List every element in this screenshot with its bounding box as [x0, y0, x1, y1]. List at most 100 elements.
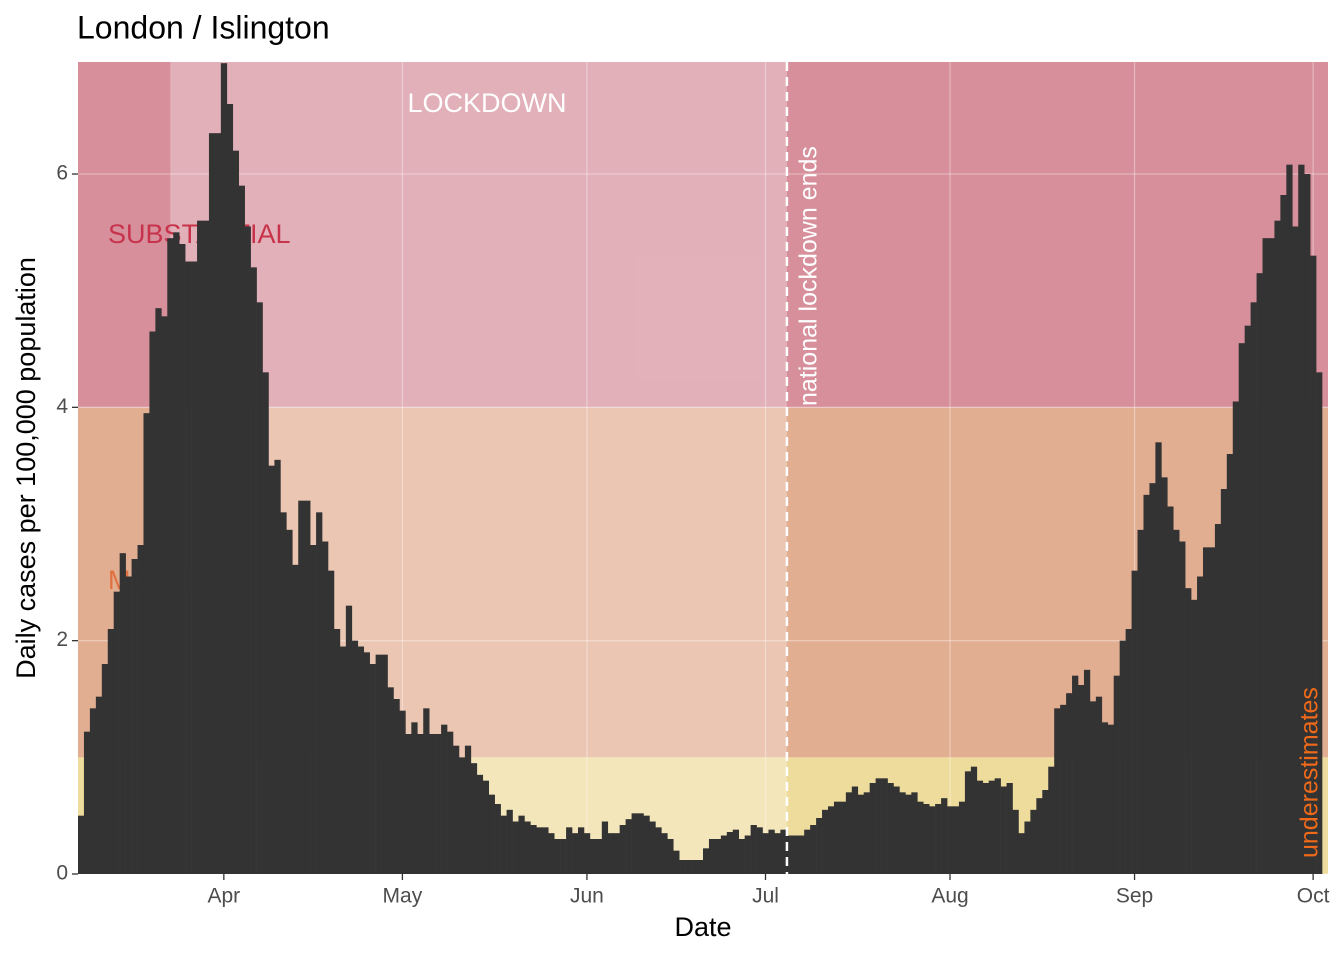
bar [703, 848, 710, 874]
bar [994, 778, 1001, 874]
bar [714, 839, 722, 874]
bar [1000, 786, 1007, 874]
bar [607, 833, 615, 874]
bar [238, 185, 245, 874]
underestimates-label: underestimates [1296, 687, 1324, 858]
bar [899, 792, 906, 874]
bar [310, 545, 317, 874]
bar [1256, 273, 1263, 874]
bar [357, 646, 365, 874]
lockdown-end-label: national lockdown ends [795, 146, 823, 406]
x-tick-label: Jun [570, 885, 604, 908]
bar [923, 804, 930, 874]
bar [345, 605, 353, 874]
bar [833, 801, 841, 874]
bar [119, 553, 126, 874]
bar [1137, 529, 1144, 874]
bar [1107, 724, 1115, 874]
bar [1173, 529, 1180, 874]
bar [125, 576, 132, 874]
bar [470, 763, 478, 874]
bar [619, 825, 626, 874]
bar [250, 267, 257, 874]
bar [1292, 226, 1299, 874]
bar [1149, 483, 1156, 874]
bar [1208, 547, 1216, 874]
bar [673, 850, 680, 874]
bar [982, 783, 990, 874]
bar [381, 654, 388, 874]
bar [964, 771, 972, 874]
bar [1179, 541, 1186, 874]
bar [1131, 570, 1138, 874]
bar [1226, 454, 1234, 874]
bar [1030, 809, 1037, 874]
bar [226, 104, 234, 874]
bar [976, 780, 984, 874]
bar [1143, 494, 1150, 874]
bar [1095, 696, 1103, 874]
bar [167, 238, 174, 874]
bar [798, 835, 805, 874]
bar [917, 801, 924, 874]
bar [792, 835, 799, 874]
bar [822, 809, 829, 874]
bar [863, 792, 870, 874]
bar [1203, 547, 1210, 874]
bar [208, 133, 216, 874]
y-tick-label: 2 [56, 628, 68, 651]
bar [1232, 401, 1240, 874]
y-tick-label: 0 [56, 862, 68, 885]
bar [268, 465, 275, 874]
y-axis-title: Daily cases per 100,000 population [11, 257, 41, 679]
bar [185, 261, 192, 874]
bar [1072, 675, 1079, 874]
bar [1274, 220, 1281, 874]
bar [750, 825, 757, 874]
bar [780, 829, 787, 874]
bar [816, 818, 823, 874]
bar [244, 226, 251, 874]
bar [203, 220, 210, 874]
bar [1214, 524, 1222, 874]
bar [756, 827, 763, 874]
bar [691, 860, 698, 874]
bar [530, 825, 537, 874]
bar [1286, 164, 1293, 874]
x-tick-label: Oct [1297, 885, 1330, 908]
bar [1220, 489, 1228, 874]
bar [476, 774, 484, 874]
chart-title: London / Islington [77, 9, 330, 45]
bar [1078, 685, 1085, 874]
bar [518, 815, 525, 874]
bar [1006, 783, 1013, 874]
bar [1250, 302, 1257, 874]
bar [286, 529, 293, 874]
bar [179, 244, 186, 874]
bar [881, 778, 888, 874]
bar [375, 654, 382, 874]
bar [399, 710, 406, 874]
bar [83, 731, 91, 874]
bar [732, 829, 740, 874]
bar [643, 815, 650, 874]
bar [738, 839, 745, 874]
bar [363, 652, 370, 874]
bar [411, 722, 418, 874]
bar [113, 591, 120, 874]
bar [316, 512, 323, 874]
y-tick-label: 6 [56, 162, 68, 185]
bar [857, 794, 865, 874]
bar [405, 734, 412, 874]
bar [655, 827, 662, 874]
bar [351, 640, 359, 874]
bar [583, 833, 591, 874]
bar [506, 809, 513, 874]
bar [1167, 506, 1174, 874]
bar [1185, 588, 1192, 874]
bar [447, 731, 454, 874]
bar [107, 629, 115, 874]
bar [554, 839, 561, 874]
bar [536, 827, 543, 874]
x-tick-label: Aug [931, 885, 968, 908]
